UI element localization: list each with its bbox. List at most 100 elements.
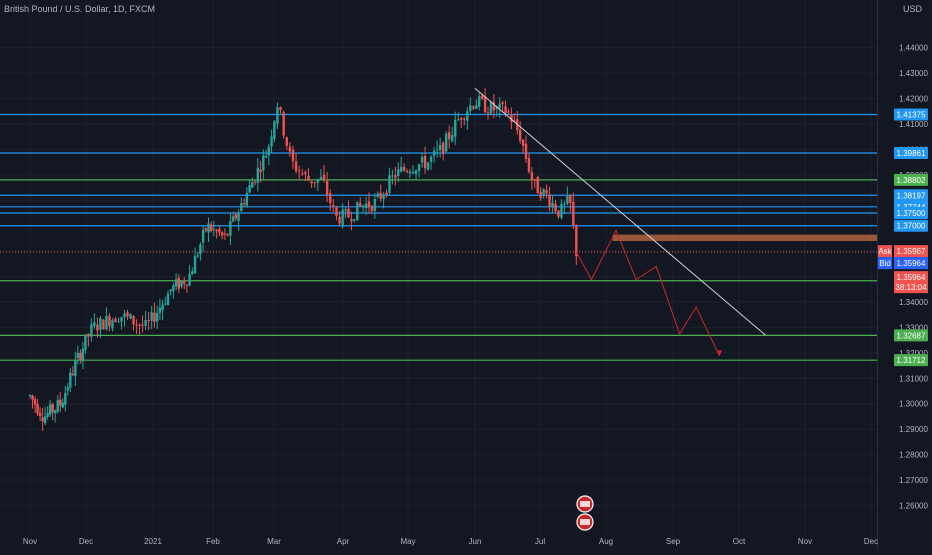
x-tick-label: Aug: [599, 537, 613, 546]
level-price-tag-label: 1.32687: [897, 331, 926, 340]
candle: [379, 184, 382, 202]
candle: [282, 110, 285, 139]
candle: [276, 102, 279, 129]
candle: [135, 319, 138, 334]
candle: [335, 205, 338, 221]
candle-body: [120, 316, 123, 322]
candle-body: [420, 156, 424, 163]
bid-price-tag-bg: [894, 257, 928, 270]
candle-body: [294, 161, 298, 171]
ask-price-tag-text: 1.35967: [897, 247, 926, 256]
candle: [444, 131, 448, 153]
candle: [90, 318, 93, 342]
candle-body: [273, 121, 276, 140]
candle: [310, 181, 313, 188]
grid-lines: [0, 0, 877, 538]
y-tick-label: 1.41000: [899, 120, 928, 129]
candle-body: [87, 334, 90, 337]
candle-body: [460, 118, 463, 120]
candle: [304, 170, 307, 182]
x-tick-label: Jun: [469, 537, 482, 546]
candle-body: [310, 181, 313, 184]
candle: [344, 207, 347, 219]
level-price-tag-bg: [894, 173, 928, 186]
candle-body: [132, 315, 135, 325]
candle: [524, 135, 528, 164]
candle-body: [397, 169, 400, 177]
candle-body: [84, 334, 87, 350]
candle-body: [64, 392, 67, 405]
candle: [108, 313, 111, 332]
candle: [316, 179, 320, 191]
level-price-tag-label: 1.31712: [897, 356, 926, 365]
candle: [59, 391, 62, 413]
candle-body: [114, 318, 117, 323]
y-tick-label: 1.30000: [899, 400, 928, 409]
candle-body: [193, 256, 197, 274]
candle-body: [156, 312, 159, 322]
candle-body: [177, 277, 180, 289]
candle-body: [475, 105, 478, 109]
candle: [48, 399, 52, 417]
y-tick-label: 1.34000: [899, 298, 928, 307]
candle-body: [498, 103, 501, 108]
candle: [313, 181, 316, 188]
candle-body: [210, 224, 213, 231]
x-tick-label: Dec: [864, 537, 878, 546]
candle-body: [135, 324, 138, 326]
candle: [353, 219, 356, 223]
candle-body: [56, 400, 59, 412]
candle: [126, 309, 129, 321]
y-tick-label: 1.31000: [899, 374, 928, 383]
level-price-tag-bg: [894, 207, 928, 219]
candle-body: [41, 417, 44, 422]
candle: [388, 167, 391, 196]
flag-icon-detail: [580, 501, 590, 507]
candle-body: [388, 175, 391, 193]
candle-body: [111, 320, 114, 329]
candle: [33, 396, 37, 413]
candle: [174, 273, 178, 291]
candle-body: [495, 106, 498, 109]
candle: [28, 393, 32, 399]
candle: [234, 211, 238, 222]
level-price-tag: 1.38802: [894, 173, 928, 186]
candle-body: [379, 192, 382, 199]
candle-body: [204, 228, 207, 231]
candle: [572, 192, 575, 229]
candle-body: [364, 203, 368, 209]
candle-body: [518, 129, 522, 141]
candle: [307, 168, 310, 182]
ask-tag-bg: [878, 245, 892, 258]
candle-body: [99, 318, 102, 330]
candle-body: [259, 169, 262, 173]
level-price-tag-bg: [894, 146, 928, 159]
candle-body: [438, 144, 442, 151]
candle: [132, 315, 135, 331]
candle-body: [536, 177, 539, 194]
candle: [545, 184, 548, 199]
candle-body: [370, 206, 374, 211]
candle: [391, 169, 394, 185]
candle-body: [220, 232, 224, 236]
candle-body: [316, 179, 320, 183]
candle: [279, 106, 282, 114]
candle-body: [129, 314, 132, 319]
candle: [322, 165, 326, 183]
candle: [245, 187, 249, 208]
candle-body: [361, 205, 365, 208]
candle-body: [332, 204, 335, 206]
candle-body: [264, 156, 268, 158]
trendline: [474, 88, 766, 336]
ask-tag-text: Ask: [878, 247, 892, 256]
x-tick-label: Sep: [666, 537, 681, 546]
candle: [510, 107, 513, 130]
candle-body: [172, 285, 175, 292]
candle: [223, 228, 227, 240]
candle-body: [501, 102, 504, 104]
candle-body: [93, 322, 96, 327]
candle-body: [196, 255, 199, 257]
support-zone: [612, 234, 877, 241]
